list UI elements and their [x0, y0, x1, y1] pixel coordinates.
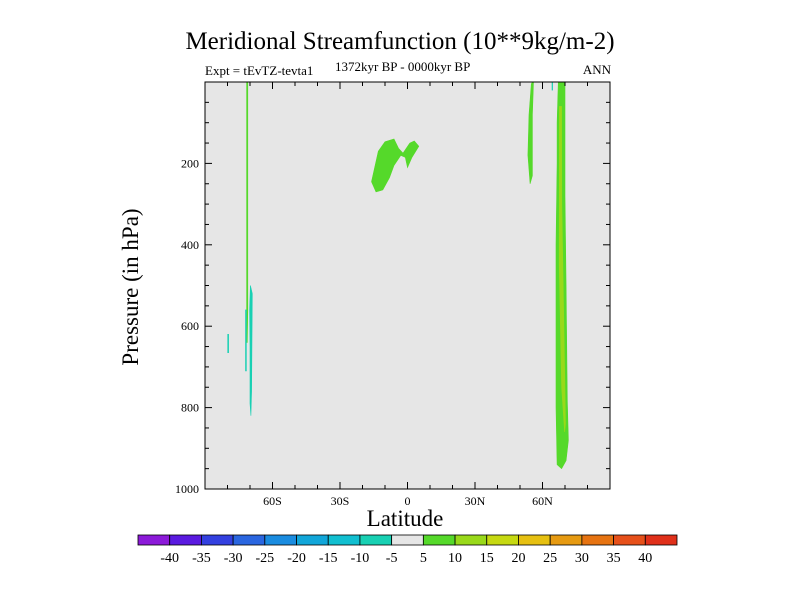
colorbar-box — [169, 534, 202, 546]
colorbar-box — [549, 534, 583, 546]
contour-neg-band-58S — [249, 285, 253, 416]
colorbar-label: 20 — [511, 551, 525, 566]
colorbar-box — [264, 534, 297, 546]
colorbar-label: -25 — [255, 551, 274, 566]
colorbar-label: 25 — [543, 551, 557, 566]
time-range-label: 1372kyr BP - 0000kyr BP — [335, 59, 471, 74]
colorbar-label: 30 — [575, 551, 589, 566]
colorbar-label: -10 — [351, 551, 370, 566]
colorbar-label: 35 — [607, 551, 621, 566]
colorbar-label: 10 — [448, 551, 462, 566]
colorbar-box — [359, 534, 393, 546]
colorbar-label: -40 — [160, 551, 179, 566]
contour-thin-band-60S — [246, 81, 249, 343]
x-axis-label: Latitude — [366, 506, 444, 531]
colorbar-box — [391, 534, 424, 546]
plot-background — [205, 82, 610, 489]
colorbar-label: 15 — [480, 551, 494, 566]
experiment-label: Expt = tEvTZ-tevta1 — [205, 63, 314, 78]
colorbar-box — [454, 534, 488, 546]
colorbar-box — [613, 534, 646, 546]
colorbar-label: -5 — [386, 551, 398, 566]
y-tick-label: 200 — [181, 156, 199, 170]
x-tick-label: 0 — [405, 494, 411, 508]
colorbar-box — [201, 534, 234, 546]
colorbar-label: -30 — [224, 551, 243, 566]
y-tick-label: 1000 — [175, 482, 199, 496]
contour-band-55N — [527, 81, 534, 184]
x-tick-label: 60S — [263, 494, 282, 508]
colorbar-box — [518, 534, 551, 546]
contour-band-65N-core — [558, 106, 566, 433]
contour-upper-trop-blob — [371, 138, 420, 193]
colorbar-box — [644, 534, 678, 546]
colorbar-box — [486, 534, 519, 546]
x-tick-label: 30S — [331, 494, 350, 508]
colorbar-label: -20 — [287, 551, 306, 566]
y-tick-label: 400 — [181, 238, 199, 252]
colorbar-box — [296, 534, 329, 546]
x-tick-label: 60N — [532, 494, 553, 508]
colorbar-label: -35 — [192, 551, 211, 566]
colorbar-box — [581, 534, 614, 546]
colorbar-box — [137, 534, 171, 546]
y-tick-label: 800 — [181, 401, 199, 415]
season-label: ANN — [582, 62, 611, 77]
contour-neg-dot-78S — [227, 333, 229, 354]
chart-title: Meridional Streamfunction (10**9kg/m-2) — [185, 28, 615, 55]
colorbar-label: -15 — [319, 551, 338, 566]
y-tick-label: 600 — [181, 319, 199, 333]
x-tick-label: 30N — [465, 494, 486, 508]
colorbar-box — [232, 534, 266, 546]
colorbar-box — [327, 534, 361, 546]
colorbar-label: 5 — [420, 551, 427, 566]
contour-neg-band-60S-tail — [245, 309, 247, 372]
colorbar-box — [422, 534, 456, 546]
contour-band-64N-sliver — [551, 81, 553, 91]
colorbar-label: 40 — [638, 551, 652, 566]
